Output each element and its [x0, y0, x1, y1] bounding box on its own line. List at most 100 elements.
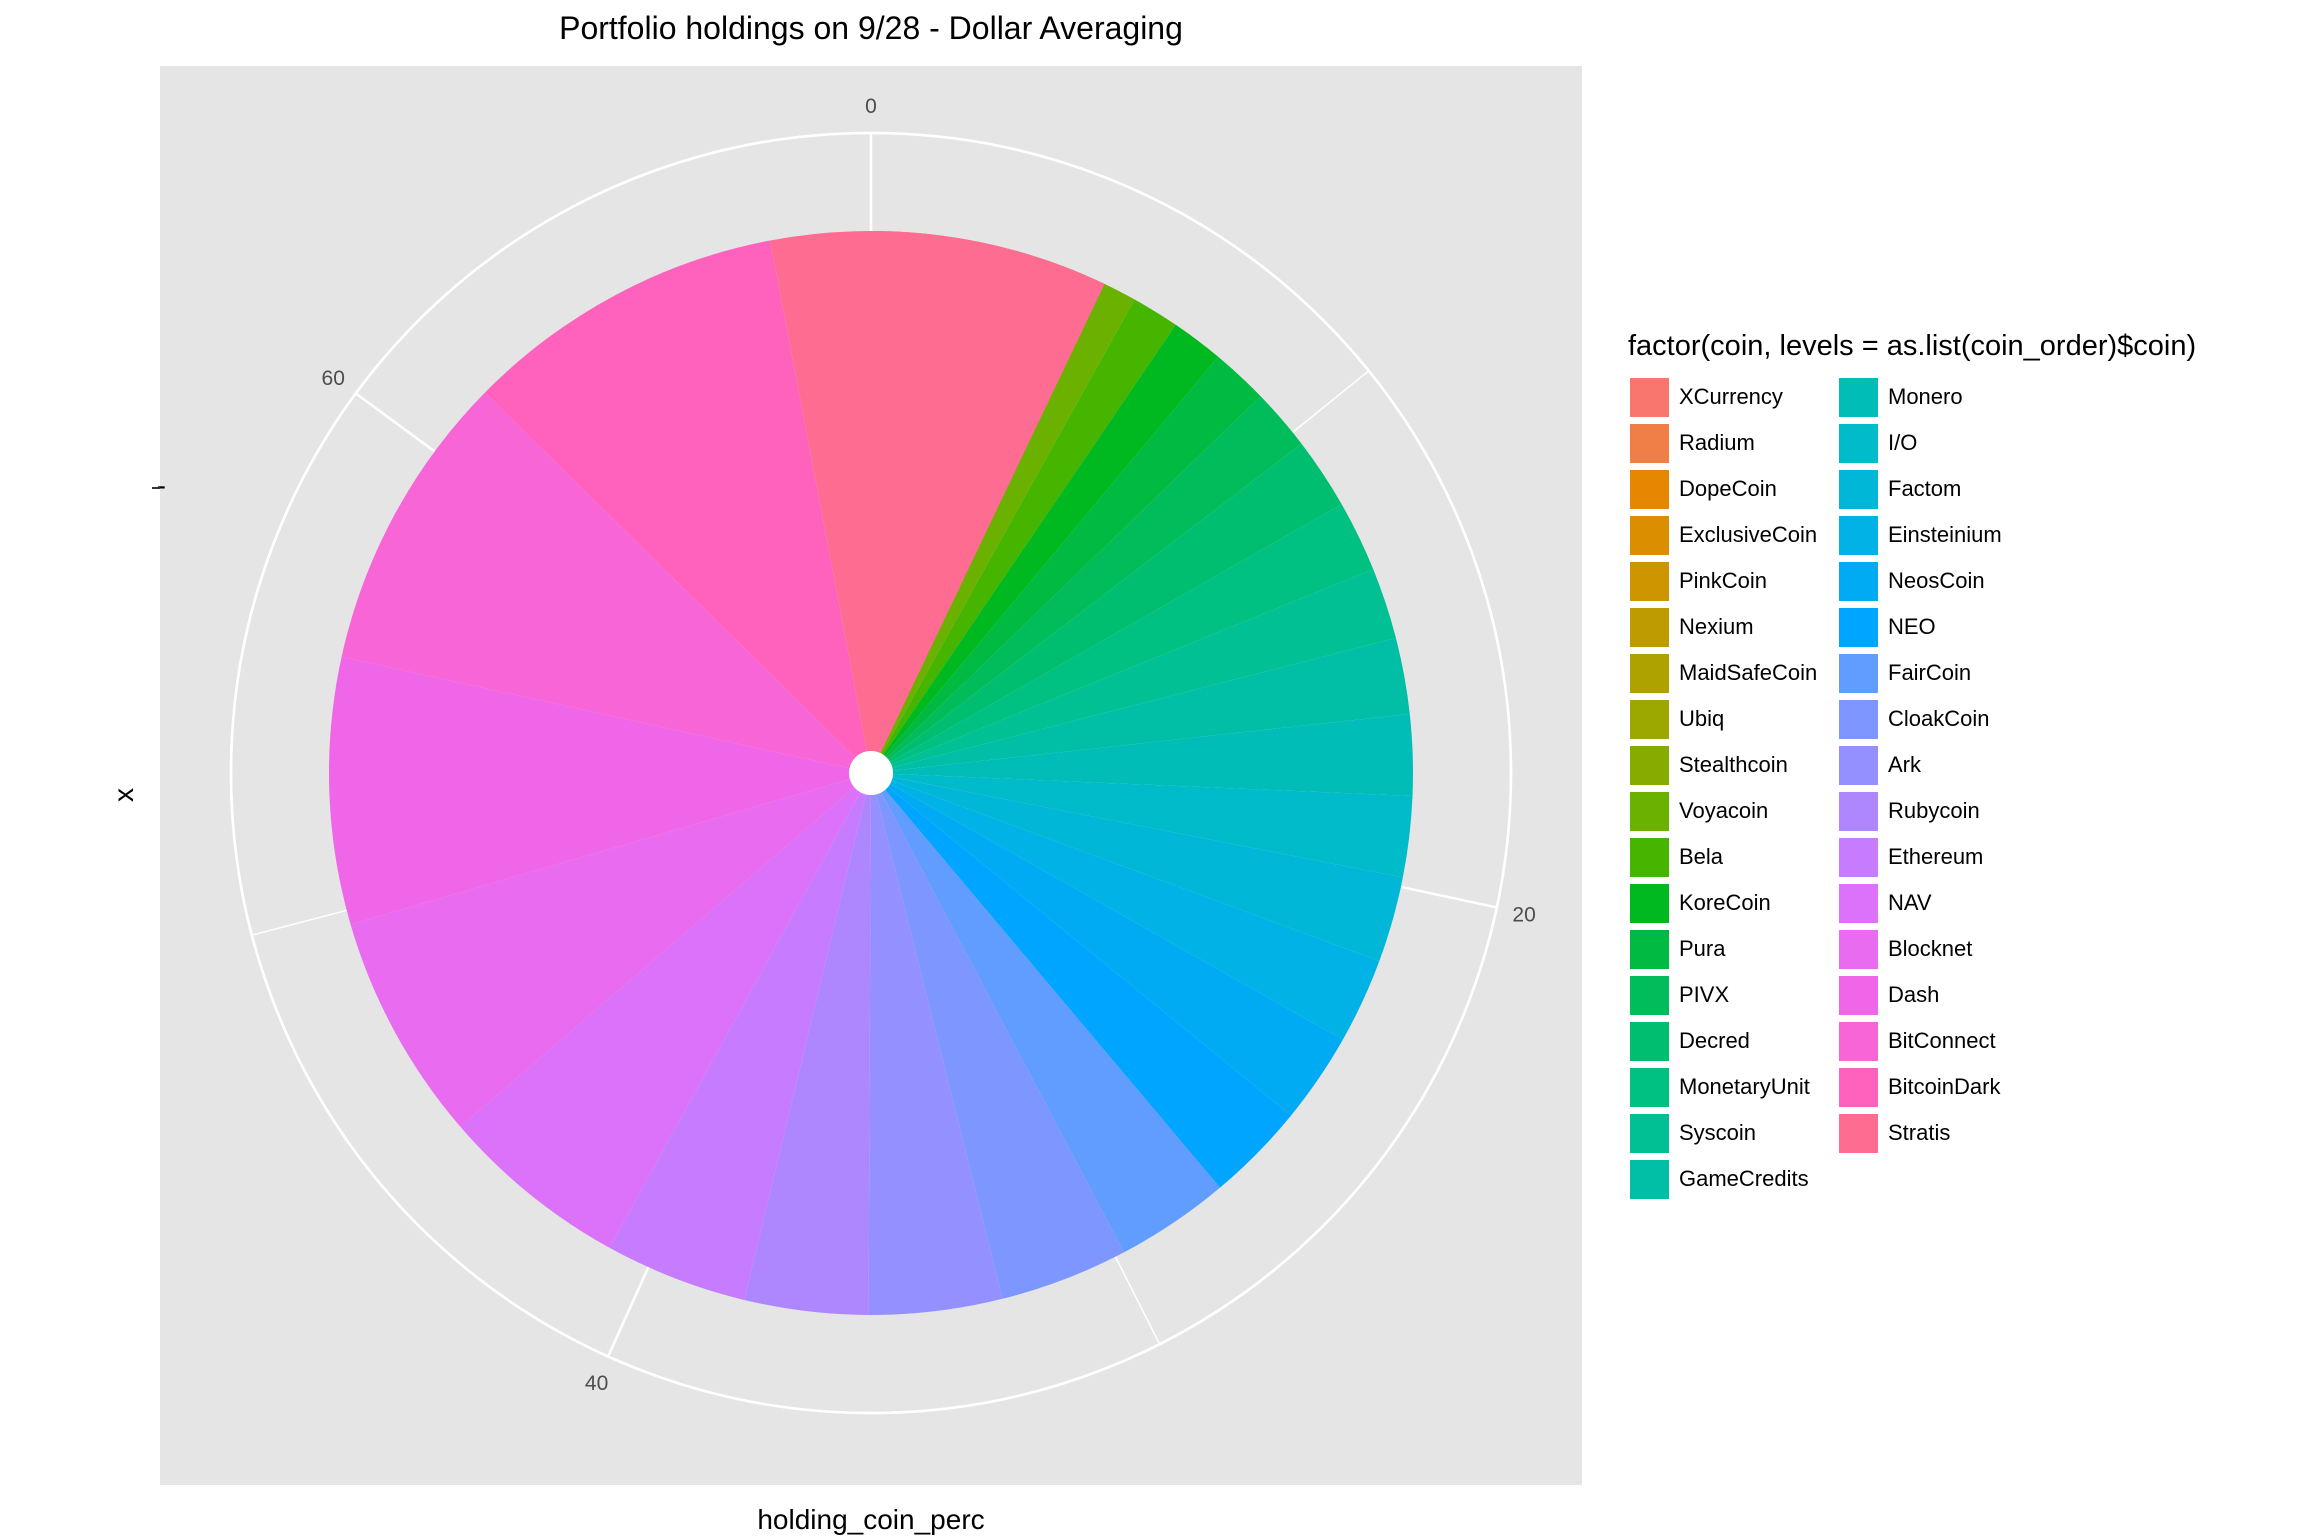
legend-key	[1628, 973, 1671, 1017]
x-axis-label: holding_coin_perc	[757, 1504, 985, 1535]
pie-slice-pura	[885, 356, 1261, 758]
legend-label: Stealthcoin	[1679, 752, 1788, 777]
legend-item: Stealthcoin	[1628, 742, 1831, 788]
legend-key	[1837, 1111, 1880, 1155]
legend-key	[1837, 973, 1880, 1017]
radial-tick-label: 60	[322, 367, 345, 390]
legend-key	[1837, 605, 1880, 649]
pie-slice-ethereum	[609, 792, 866, 1300]
y-axis-tick-mark	[152, 487, 160, 489]
pie-slice-monero	[892, 713, 1413, 796]
legend-item: I/O	[1837, 420, 2018, 466]
legend-item: ExclusiveCoin	[1628, 512, 1831, 558]
legend-item: Pura	[1628, 926, 1831, 972]
legend-item: XCurrency	[1628, 374, 1831, 420]
legend-key	[1837, 421, 1880, 465]
pie-slice-neo	[885, 786, 1292, 1188]
legend-key	[1837, 789, 1880, 833]
pie-slice-bitcoindark	[484, 240, 867, 758]
legend-label: Rubycoin	[1888, 798, 1980, 823]
polar-chart: 0 20 40 60	[160, 66, 1582, 1485]
pie-slice-cloakcoin	[876, 792, 1125, 1299]
legend-label: Stratis	[1888, 1120, 1951, 1145]
legend-key	[1628, 1019, 1671, 1063]
legend-label: BitcoinDark	[1888, 1074, 2001, 1099]
pie-slice-ark	[868, 794, 1003, 1315]
legend-key	[1628, 467, 1671, 511]
pie-slice-faircoin	[881, 789, 1221, 1253]
pie-slice-syscoin	[891, 569, 1396, 768]
legend-item: NAV	[1837, 880, 2018, 926]
legend-key	[1837, 835, 1880, 879]
legend-key	[1628, 1065, 1671, 1109]
pie-slice-korecoin	[883, 324, 1219, 757]
legend-label: Bela	[1679, 844, 1724, 869]
legend-column: XCurrency Radium DopeCoin ExclusiveCoin Pink…	[1628, 374, 1831, 1202]
plot-panel: 0 20 40 60	[160, 66, 1582, 1485]
pie-slice-pivx	[886, 396, 1302, 760]
legend-label: NAV	[1888, 890, 1932, 915]
legend-label: Ark	[1888, 752, 1921, 777]
legend-item: Bela	[1628, 834, 1831, 880]
pie-slice-neoscoin	[888, 783, 1343, 1116]
legend-label: ExclusiveCoin	[1679, 522, 1818, 547]
legend-key	[1628, 513, 1671, 557]
legend-key	[1628, 697, 1671, 741]
legend-label: Voyacoin	[1679, 798, 1769, 823]
legend-key	[1837, 559, 1880, 603]
legend-label: MonetaryUnit	[1679, 1074, 1810, 1099]
legend-item: Dash	[1837, 972, 2018, 1018]
legend-key	[1628, 835, 1671, 879]
pie-slice-dash	[328, 656, 850, 925]
legend-item: Radium	[1628, 420, 1831, 466]
legend-item: KoreCoin	[1628, 880, 1831, 926]
legend-key	[1628, 559, 1671, 603]
legend-label: Syscoin	[1679, 1120, 1757, 1145]
legend-label: I/O	[1888, 430, 1918, 455]
legend-item: Blocknet	[1837, 926, 2018, 972]
legend-key	[1628, 927, 1671, 971]
legend-key	[1837, 927, 1880, 971]
legend-label: FairCoin	[1888, 660, 1972, 685]
legend-key	[1628, 881, 1671, 925]
radial-tick-label: 0	[865, 95, 877, 118]
legend-label: PinkCoin	[1679, 568, 1768, 593]
legend-item: FairCoin	[1837, 650, 2018, 696]
pie-slice-bitconnect	[341, 392, 856, 769]
legend-key	[1628, 743, 1671, 787]
y-axis-label: x	[108, 788, 139, 802]
center-hole	[849, 751, 893, 795]
legend-item: Voyacoin	[1628, 788, 1831, 834]
legend-item: Syscoin	[1628, 1110, 1831, 1156]
legend-label: Factom	[1888, 476, 1962, 501]
legend-item: Stratis	[1837, 1110, 2018, 1156]
radial-tick-label: 20	[1512, 903, 1535, 926]
legend-item: Factom	[1837, 466, 2018, 512]
legend-label: Dash	[1888, 982, 1940, 1007]
legend-key	[1837, 513, 1880, 557]
legend-item: NEO	[1837, 604, 2018, 650]
chart-title: Portfolio holdings on 9/28 - Dollar Aver…	[559, 10, 1183, 46]
legend-key	[1628, 375, 1671, 419]
legend-key	[1837, 651, 1880, 695]
legend-label: Ubiq	[1679, 706, 1725, 731]
pie-slice-voyacoin	[879, 277, 1135, 754]
legend-label: Monero	[1888, 384, 1963, 409]
pie-slice-decred	[888, 443, 1342, 763]
pie-slice-monetaryunit	[890, 504, 1374, 765]
pie-slice-nav	[460, 787, 861, 1248]
legend-key	[1837, 697, 1880, 741]
legend-item: NeosCoin	[1837, 558, 2018, 604]
legend-item: Monero	[1837, 374, 2018, 420]
pie-slice-factom	[891, 777, 1403, 962]
legend-item: Ubiq	[1628, 696, 1831, 742]
legend-key	[1628, 605, 1671, 649]
radial-tick-label: 40	[585, 1372, 608, 1395]
legend-key	[1628, 651, 1671, 695]
legend-item: PinkCoin	[1628, 558, 1831, 604]
legend-label: NEO	[1888, 614, 1936, 639]
legend-item: PIVX	[1628, 972, 1831, 1018]
legend-key	[1837, 467, 1880, 511]
legend-column: Monero I/O Factom Einsteinium NeosCoin NEO Fai…	[1837, 374, 2018, 1202]
legend-item: DopeCoin	[1628, 466, 1831, 512]
